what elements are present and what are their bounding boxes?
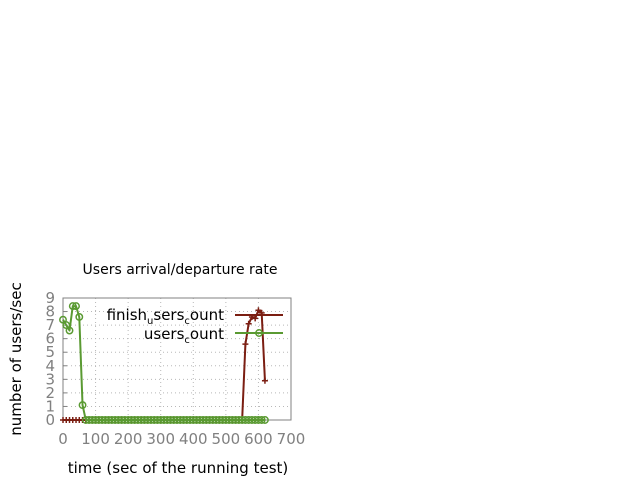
data-point <box>65 326 74 335</box>
x-tick-label: 200 <box>114 430 143 448</box>
x-tick-label: 500 <box>212 430 241 448</box>
legend-sub: u <box>147 316 153 327</box>
data-point <box>68 302 77 311</box>
chart-title: Users arrival/departure rate <box>83 262 278 278</box>
y-tick-label: 1 <box>45 397 55 415</box>
y-tick-label: 4 <box>45 357 55 375</box>
y-tick-label: 9 <box>45 289 55 307</box>
data-point <box>245 320 252 327</box>
y-tick-label: 5 <box>45 343 55 361</box>
data-point <box>255 307 262 314</box>
y-tick-label: 0 <box>45 411 55 429</box>
legend-part: sers <box>153 306 184 324</box>
legend-part: users <box>144 325 185 343</box>
data-point <box>252 315 259 322</box>
data-point <box>257 416 266 424</box>
y-axis-label: number of users/sec <box>7 282 25 435</box>
legend: finishuserscount userscount <box>107 306 283 346</box>
x-tick-label: 700 <box>277 430 306 448</box>
legend-label-finish-users-count: finishuserscount <box>107 306 225 327</box>
y-tick-label: 6 <box>45 330 55 348</box>
series-1 <box>59 302 269 424</box>
x-tick-label: 0 <box>58 430 68 448</box>
grid <box>63 298 291 420</box>
data-point <box>78 401 87 410</box>
legend-sub: c <box>184 316 190 327</box>
data-point <box>72 302 80 311</box>
legend-part: ount <box>190 306 224 324</box>
legend-marker-users-count <box>255 329 263 337</box>
legend-sub: c <box>184 335 190 346</box>
legend-part: ount <box>190 325 224 343</box>
y-tick-label: 7 <box>45 316 55 334</box>
x-tick-label: 100 <box>81 430 110 448</box>
data-point <box>261 377 268 384</box>
y-tick-label: 3 <box>45 370 55 388</box>
x-tick-label: 400 <box>179 430 208 448</box>
data-point <box>260 416 269 424</box>
data-point <box>242 341 249 348</box>
x-axis-label: time (sec of the running test) <box>68 459 289 477</box>
y-tick-label: 2 <box>45 384 55 402</box>
legend-label-users-count: userscount <box>144 325 224 346</box>
x-tick-label: 600 <box>244 430 273 448</box>
y-tick-label: 8 <box>45 303 55 321</box>
x-tick-label: 300 <box>146 430 175 448</box>
data-point <box>75 313 84 321</box>
series <box>59 302 269 424</box>
legend-part: finish <box>107 306 147 324</box>
